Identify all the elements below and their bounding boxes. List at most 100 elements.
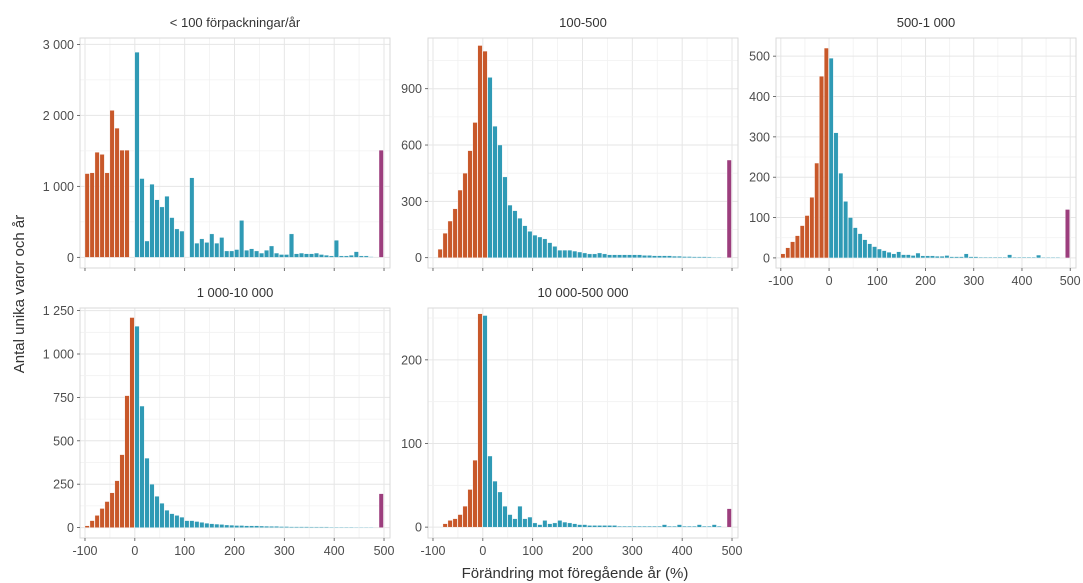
histogram-bar [828, 58, 834, 259]
x-tick-label: 0 [131, 544, 138, 558]
histogram-bar [959, 256, 964, 259]
histogram-bar [1045, 257, 1051, 259]
histogram-bar [472, 122, 478, 258]
histogram-bar [199, 522, 205, 528]
histogram-bar [189, 520, 195, 528]
panel-3: 500-1 000 0 100 200 300 400 500 -100 0 100 200 300 4… [749, 15, 1081, 288]
histogram-bar [492, 126, 498, 258]
x-tick-label: -100 [72, 544, 97, 558]
x-tick-label: 300 [622, 544, 643, 558]
histogram-bar [682, 526, 687, 528]
histogram-bar [617, 254, 622, 258]
histogram-bar [910, 255, 916, 259]
x-tick-label: 300 [963, 274, 984, 288]
histogram-bar [169, 513, 175, 528]
histogram-bar [647, 255, 652, 258]
histogram-bar [294, 526, 299, 528]
histogram-bar [284, 526, 289, 528]
histogram-bar [622, 254, 627, 258]
histogram-bar [920, 255, 926, 259]
histogram-bar [592, 525, 598, 528]
histogram-bar [997, 256, 1003, 259]
panel-border [79, 37, 391, 269]
histogram-bar [174, 228, 180, 258]
histogram-bar [497, 144, 503, 258]
histogram-bar [562, 521, 568, 528]
histogram-bar [517, 218, 523, 258]
histogram-bar [467, 489, 473, 528]
panel-1: < 100 förpackningar/år 0 1 000 2 000 3 000 [43, 15, 391, 271]
histogram-bar [254, 525, 259, 528]
histogram-bar [814, 162, 819, 259]
histogram-bar [154, 496, 160, 528]
histogram-bar [785, 247, 791, 259]
histogram-bar [637, 254, 642, 258]
histogram-bar [84, 173, 90, 258]
histogram-bar [677, 256, 682, 258]
histogram-bar [279, 526, 284, 528]
histogram-bar [930, 255, 935, 259]
histogram-bar [652, 255, 657, 258]
histogram-bar [447, 220, 453, 258]
histogram-bar [214, 523, 220, 528]
x-tick-label: 500 [374, 544, 395, 558]
y-tick-label: 0 [415, 251, 422, 265]
histogram-bar [642, 526, 647, 528]
histogram-bar [935, 256, 940, 259]
histogram-bar [988, 256, 993, 259]
histogram-bar [159, 503, 165, 528]
histogram-bar [104, 172, 110, 258]
histogram-bar [886, 252, 892, 259]
histogram-bar [632, 526, 637, 528]
histogram-bar [983, 256, 988, 259]
histogram-bar [701, 526, 707, 528]
histogram-bar [567, 250, 573, 258]
histogram-bar [557, 250, 563, 258]
histogram-bar [602, 525, 607, 528]
histogram-bar [114, 480, 120, 528]
histogram-bar [329, 255, 334, 258]
histogram-bar [857, 233, 863, 259]
histogram-bar [472, 460, 478, 528]
histogram-bar [363, 527, 369, 528]
y-tick-label: 100 [401, 437, 422, 451]
x-tick-label: 0 [826, 274, 833, 288]
histogram-bar [224, 524, 230, 528]
panel-border [427, 307, 739, 539]
histogram-bar [582, 252, 588, 258]
panel-5: 10 000-500 000 0 100 200 -100 0 100 200 300 400 50… [401, 285, 742, 558]
histogram-bar [567, 522, 573, 528]
histogram-bar [662, 255, 667, 258]
histogram-bar [582, 524, 588, 528]
histogram-bar [314, 252, 319, 258]
histogram-bar [139, 178, 145, 258]
histogram-bar [711, 256, 717, 258]
histogram-bar [269, 245, 274, 258]
histogram-bar [259, 525, 264, 528]
histogram-bar [442, 523, 448, 528]
y-tick-label: 500 [749, 50, 770, 64]
y-tick-label: 900 [401, 82, 422, 96]
histogram-bar [687, 256, 692, 258]
histogram-bar [164, 510, 170, 528]
panel-title: 100-500 [559, 15, 607, 30]
histogram-bar [716, 256, 722, 258]
histogram-bar [632, 254, 637, 258]
x-tick-label: 200 [915, 274, 936, 288]
histogram-bar [1041, 257, 1046, 259]
histogram-bar [963, 253, 969, 259]
histogram-bar [547, 523, 553, 528]
histogram-bar [682, 256, 687, 258]
histogram-bar [304, 526, 309, 528]
histogram-bar [833, 132, 839, 259]
histogram-bar [99, 508, 105, 528]
histogram-bar [487, 77, 493, 258]
histogram-bar [89, 172, 95, 258]
histogram-bar [189, 177, 195, 258]
histogram-bar [363, 255, 369, 258]
y-tick-label: 1 000 [43, 180, 74, 194]
histogram-bar [944, 255, 950, 259]
histogram-bar [184, 520, 190, 528]
histogram-bar [274, 252, 279, 258]
